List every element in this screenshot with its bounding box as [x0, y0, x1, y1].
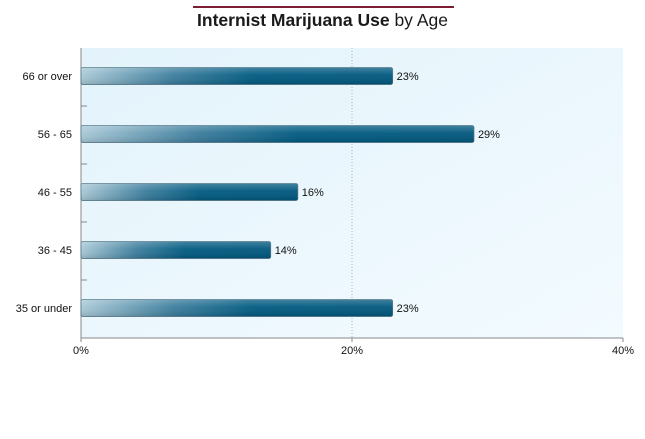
value-label: 16% — [302, 187, 324, 199]
category-label: 36 - 45 — [38, 245, 72, 257]
value-label: 14% — [275, 245, 297, 257]
category-label: 56 - 65 — [38, 129, 72, 141]
title-rule — [193, 6, 454, 8]
chart-title: Internist Marijuana Use by Age — [0, 10, 645, 31]
chart-title-bold: Internist Marijuana Use — [197, 10, 390, 30]
value-label: 29% — [478, 129, 500, 141]
x-tick-label: 20% — [341, 345, 363, 357]
bar-shine-2 — [81, 183, 298, 201]
bar-shine-3 — [81, 241, 271, 259]
chart-title-rest: by Age — [394, 10, 448, 30]
x-tick-label: 40% — [612, 345, 634, 357]
bar-shine-4 — [81, 299, 393, 317]
value-label: 23% — [397, 71, 419, 83]
x-tick-label: 0% — [73, 345, 89, 357]
value-label: 23% — [397, 303, 419, 315]
category-label: 35 or under — [16, 303, 73, 315]
bar-shine-1 — [81, 125, 474, 143]
category-label: 46 - 55 — [38, 187, 72, 199]
category-label: 66 or over — [22, 71, 72, 83]
bar-shine-0 — [81, 67, 393, 85]
